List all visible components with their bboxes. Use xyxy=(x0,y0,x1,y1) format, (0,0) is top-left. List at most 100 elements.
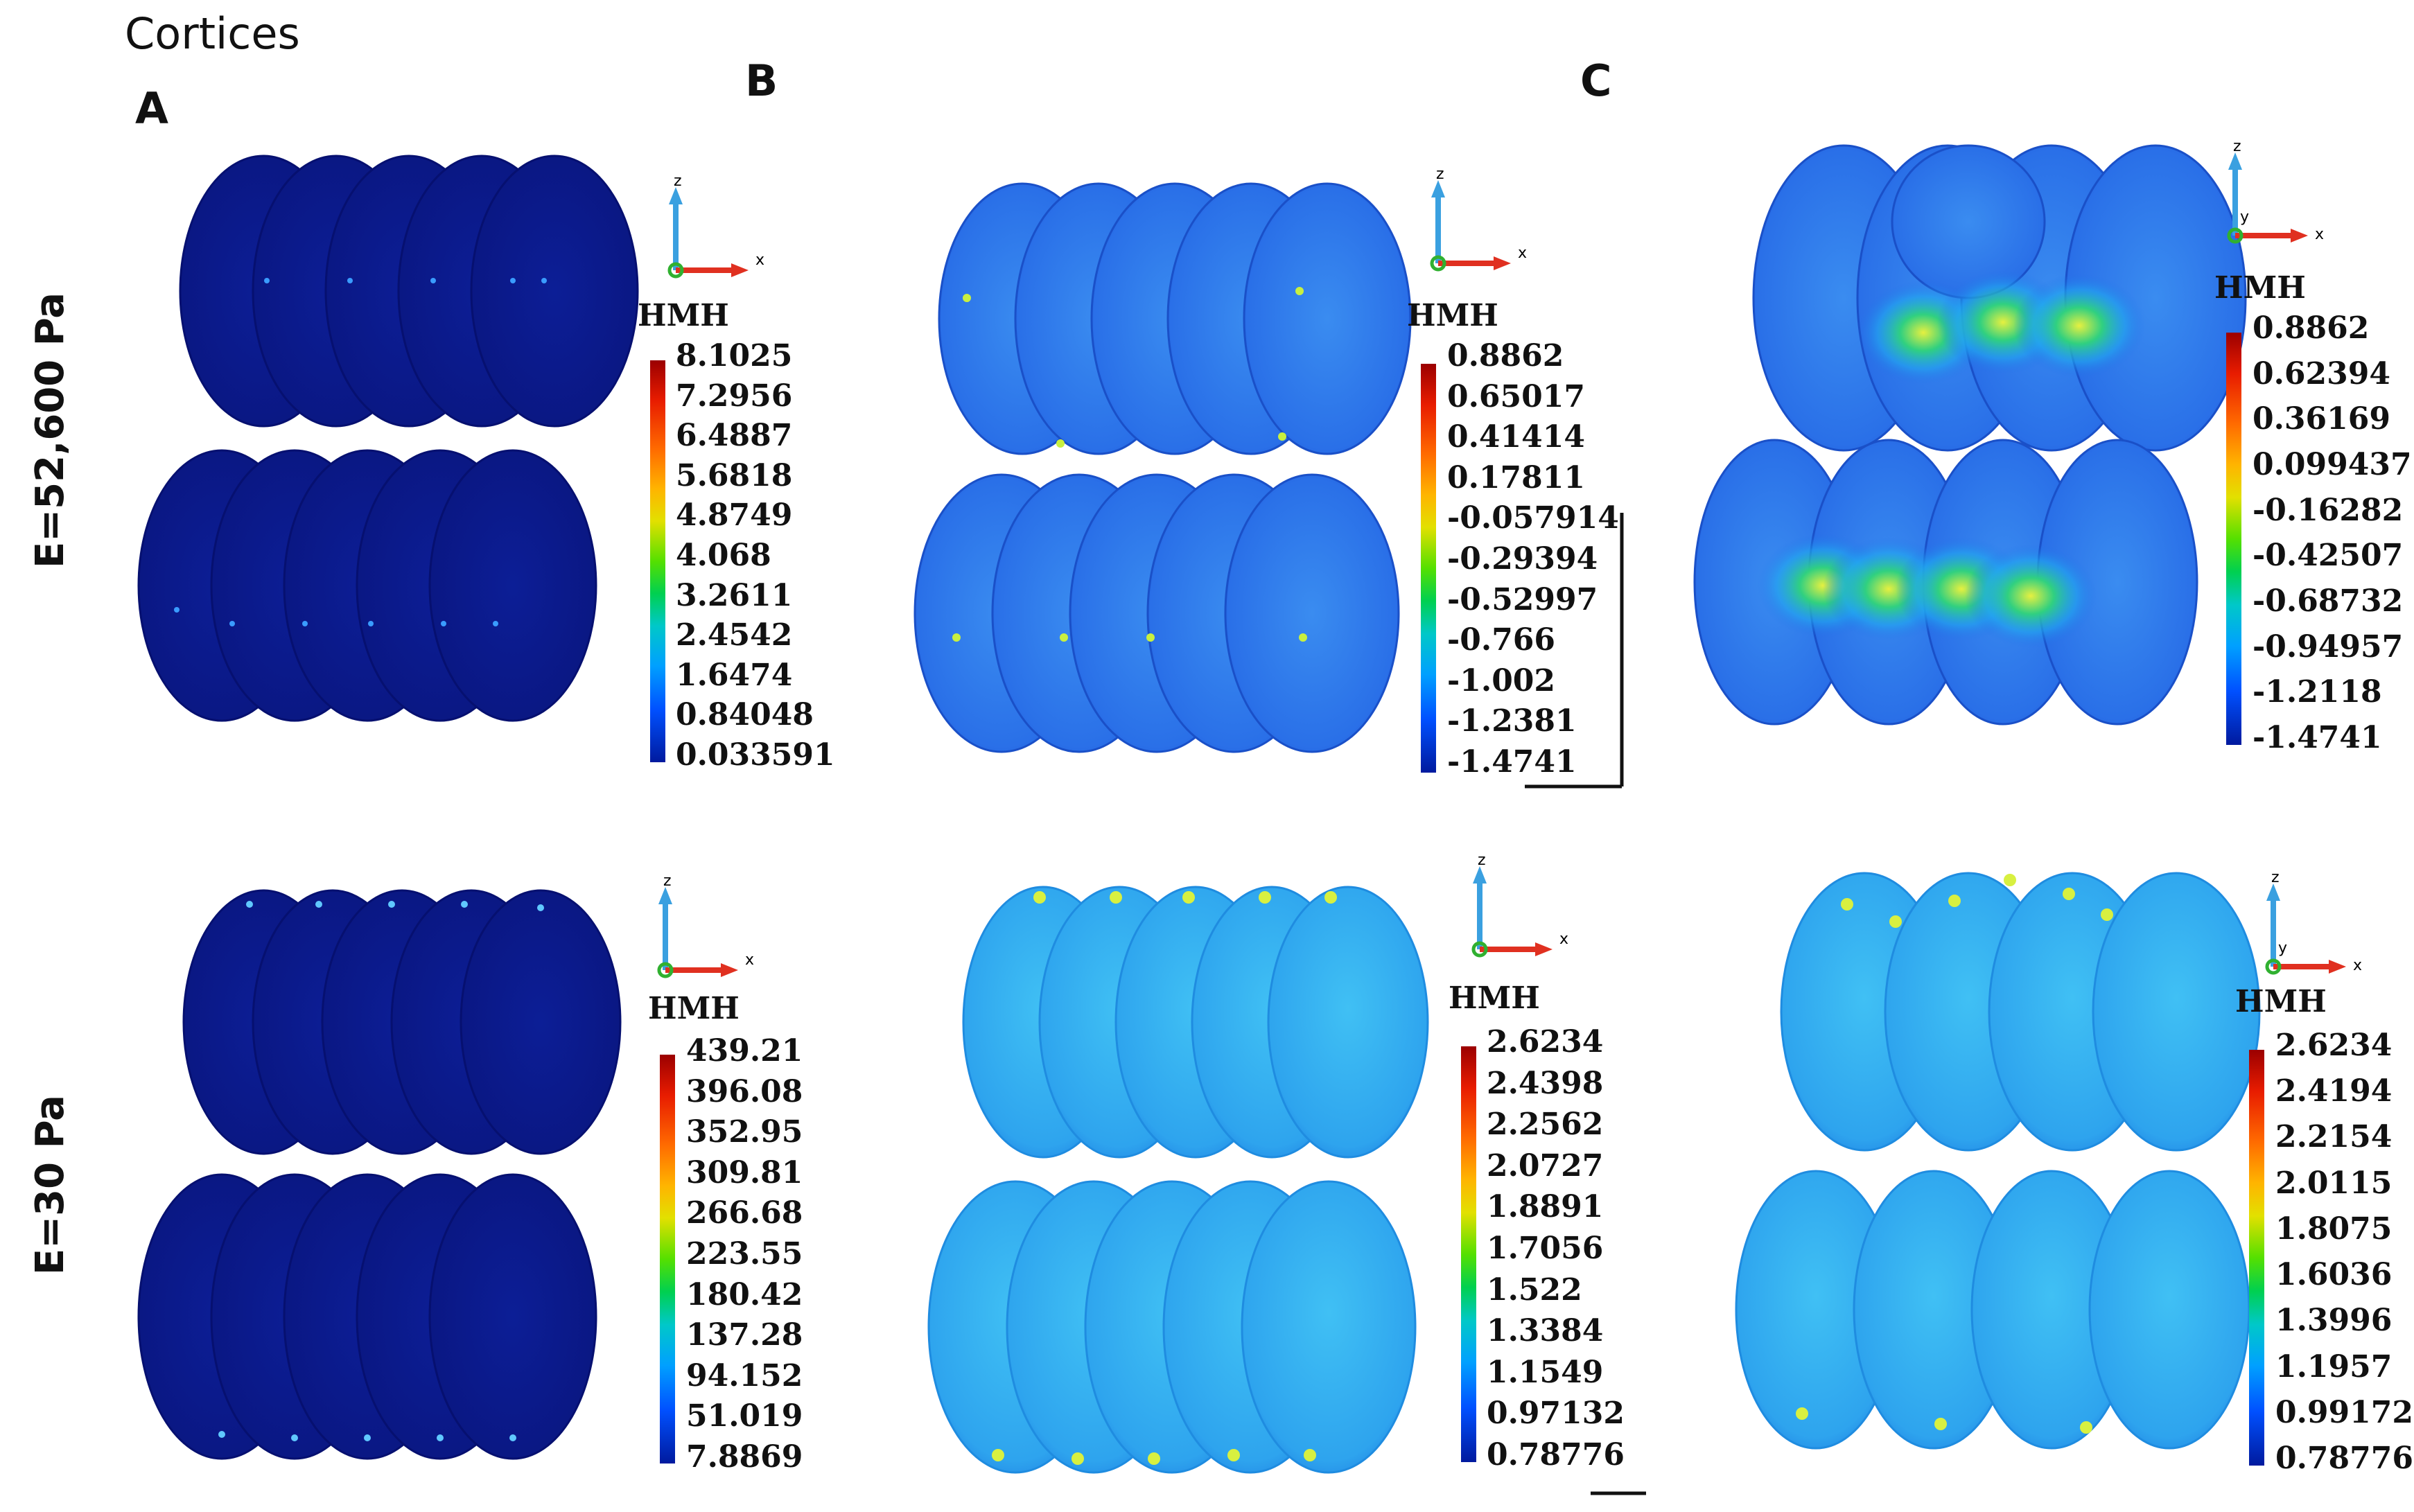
hotspot xyxy=(2101,908,2113,921)
colorbar-row2-c xyxy=(2249,1050,2264,1466)
colorbar-tick-label: 0.17811 xyxy=(1447,459,1586,495)
colorbar-tick-label: 1.1957 xyxy=(2275,1348,2393,1384)
hotspot xyxy=(992,1449,1004,1461)
colorbar-tick-label: -1.002 xyxy=(1447,662,1556,698)
hotspot xyxy=(541,278,547,283)
axis-triad-row1-c: z x y xyxy=(2227,138,2324,244)
hotspot xyxy=(430,278,436,283)
colorbar-tick-label: 5.6818 xyxy=(676,457,793,493)
hotspot xyxy=(2004,874,2016,886)
colorbar-tick-label: 7.8869 xyxy=(686,1439,803,1475)
hotspot xyxy=(229,621,235,626)
hotspot xyxy=(1324,891,1337,904)
colorbar-tick-label: 137.28 xyxy=(686,1317,803,1353)
shell-row1-a-bottom xyxy=(428,449,597,722)
shell-row2-a-bottom xyxy=(428,1173,597,1460)
hotspot xyxy=(1227,1449,1240,1461)
hotspot xyxy=(1948,895,1961,907)
colorbar-tick-label: -1.2381 xyxy=(1447,703,1577,739)
hotspot xyxy=(174,607,180,613)
svg-text:y: y xyxy=(2278,940,2287,957)
hotspot xyxy=(1259,891,1271,904)
hotspot xyxy=(1796,1407,1808,1420)
svg-text:z: z xyxy=(1436,166,1444,183)
colorbar-tick-label: -0.766 xyxy=(1447,622,1556,658)
colorbar-tick-label: 0.099437 xyxy=(2253,447,2412,482)
hotspot xyxy=(510,278,516,283)
colorbar-tick-label: 0.78776 xyxy=(1487,1437,1625,1473)
hotspot xyxy=(1033,891,1046,904)
colorbar-ticks-row2-c: 2.6234 2.4194 2.2154 2.0115 1.8075 1.6036 1.39… xyxy=(2275,1030,2414,1474)
hotspot xyxy=(315,901,322,908)
svg-text:y: y xyxy=(2240,209,2249,226)
hotspot xyxy=(1182,891,1195,904)
colorbar-tick-label: 0.41414 xyxy=(1447,419,1586,455)
colorbar-tick-label: 1.3384 xyxy=(1487,1313,1604,1349)
colorbar-tick-label: -1.4741 xyxy=(1447,744,1577,780)
colorbar-tick-label: 2.4194 xyxy=(2275,1073,2393,1109)
colorbar-row1-c xyxy=(2226,333,2241,745)
svg-text:x: x xyxy=(755,252,764,269)
hotspot xyxy=(1934,1418,1947,1430)
axis-triad-row1-b: zx xyxy=(1430,166,1527,272)
panel-letter-c: C xyxy=(1580,55,1612,106)
colorbar-tick-label: 266.68 xyxy=(686,1195,803,1231)
colorbar-tick-label: 0.36169 xyxy=(2253,401,2391,437)
axis-triad-row2-a: zx xyxy=(657,872,754,978)
hotspot xyxy=(264,278,270,283)
hotspot xyxy=(246,901,253,908)
colorbar-tick-label: -1.4741 xyxy=(2253,720,2382,755)
hotspot xyxy=(218,1431,225,1438)
colorbar-tick-label: 0.033591 xyxy=(676,737,835,773)
hotspot xyxy=(347,278,353,283)
colorbar-tick-label: 0.8862 xyxy=(1447,338,1564,373)
svg-text:x: x xyxy=(2353,957,2362,974)
hotspot xyxy=(2080,1421,2092,1434)
shell-row1-a-top xyxy=(470,155,639,428)
colorbar-ticks-row1-a: 8.1025 7.2956 6.4887 5.6818 4.8749 4.068 3.261… xyxy=(676,341,849,771)
axis-triad-row2-c: z x y xyxy=(2265,869,2362,975)
colorbar-tick-label: -0.94957 xyxy=(2253,628,2404,665)
colorbar-tick-label: 1.7056 xyxy=(1487,1231,1604,1266)
colorbar-label-row2-b: HMH xyxy=(1449,981,1540,1016)
colorbar-tick-label: 352.95 xyxy=(686,1114,803,1150)
colorbar-ticks-row2-a: 439.21 396.08 352.95 309.81 266.68 223.55 180.… xyxy=(686,1036,839,1473)
colorbar-tick-label: 2.0115 xyxy=(2275,1165,2393,1201)
hotspot xyxy=(1146,633,1155,642)
colorbar-ticks-row1-b: 0.8862 0.65017 0.41414 0.17811 -0.057914 -0.2… xyxy=(1447,341,1627,777)
colorbar-tick-label: 1.1549 xyxy=(1487,1354,1604,1390)
colorbar-tick-label: 1.3996 xyxy=(2275,1303,2393,1339)
axis-triad-row1-a: zx xyxy=(667,173,764,279)
colorbar-tick-label: -0.42507 xyxy=(2253,538,2404,574)
colorbar-tick-label: 1.8075 xyxy=(2275,1211,2393,1247)
colorbar-ticks-row2-b: 2.6234 2.4398 2.2562 2.0727 1.8891 1.7056 1.52… xyxy=(1487,1027,1653,1470)
colorbar-tick-label: 4.068 xyxy=(676,538,771,573)
hotspot xyxy=(368,621,374,626)
panel-letter-a: A xyxy=(135,83,168,134)
colorbar-tick-label: -0.057914 xyxy=(1447,500,1619,536)
figure-title: Cortices xyxy=(125,8,300,59)
hotspot xyxy=(1110,891,1122,904)
colorbar-tick-label: 6.4887 xyxy=(676,418,793,454)
hotspot xyxy=(952,633,961,642)
colorbar-tick-label: 51.019 xyxy=(686,1398,803,1434)
colorbar-label-row2-c: HMH xyxy=(2235,984,2327,1019)
hotspot xyxy=(1295,287,1304,295)
colorbar-tick-label: 0.78776 xyxy=(2275,1441,2414,1476)
hotspot xyxy=(963,294,971,302)
svg-text:x: x xyxy=(745,951,754,969)
shell-row2-c-top xyxy=(2092,872,2261,1152)
colorbar-label-row2-a: HMH xyxy=(648,991,740,1026)
svg-text:z: z xyxy=(674,173,682,190)
shell-row2-a-top xyxy=(460,889,622,1155)
colorbar-underline-row2-b xyxy=(1591,1491,1646,1495)
svg-text:z: z xyxy=(2271,869,2280,886)
hotspot xyxy=(441,621,446,626)
colorbar-tick-label: 2.6234 xyxy=(2275,1028,2393,1063)
colorbar-tick-label: 0.62394 xyxy=(2253,355,2391,392)
colorbar-tick-label: -0.68732 xyxy=(2253,583,2404,619)
hotspot xyxy=(1072,1452,1084,1465)
hotspot xyxy=(509,1434,516,1441)
colorbar-tick-label: 1.522 xyxy=(1487,1272,1582,1308)
hotspot xyxy=(493,621,498,626)
